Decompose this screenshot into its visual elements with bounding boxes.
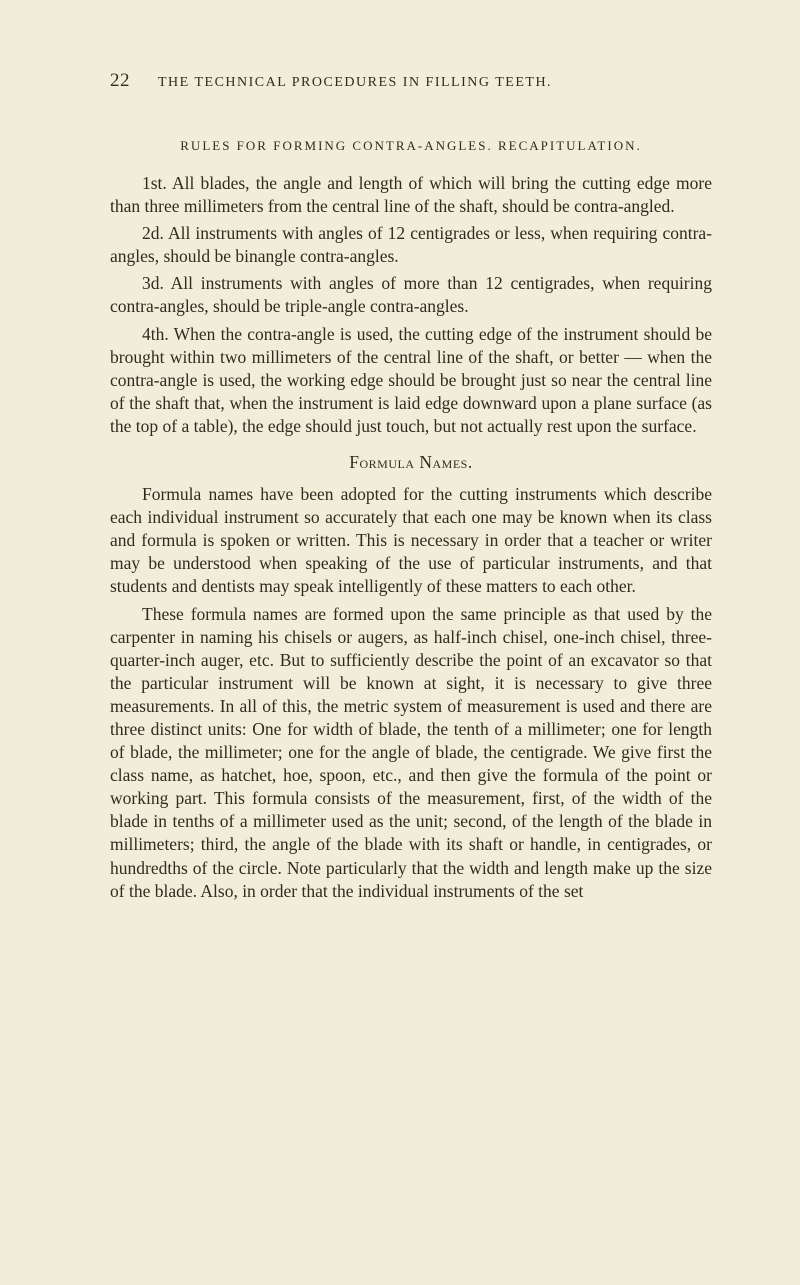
formula-names-heading: Formula Names. <box>110 452 712 473</box>
formula-paragraph-2: These formula names are formed upon the … <box>110 603 712 903</box>
page-number: 22 <box>110 70 130 92</box>
rule-1: 1st. All blades, the angle and length of… <box>110 172 712 218</box>
document-page: 22 THE TECHNICAL PROCEDURES IN FILLING T… <box>0 0 800 1285</box>
rule-4: 4th. When the contra-angle is used, the … <box>110 323 712 438</box>
page-header: 22 THE TECHNICAL PROCEDURES IN FILLING T… <box>110 70 712 92</box>
rule-2: 2d. All instruments with angles of 12 ce… <box>110 222 712 268</box>
rules-subtitle: RULES FOR FORMING CONTRA-ANGLES. RECAPIT… <box>110 138 712 154</box>
formula-paragraph-1: Formula names have been adopted for the … <box>110 483 712 598</box>
running-title: THE TECHNICAL PROCEDURES IN FILLING TEET… <box>158 75 552 91</box>
rule-3: 3d. All instruments with angles of more … <box>110 272 712 318</box>
